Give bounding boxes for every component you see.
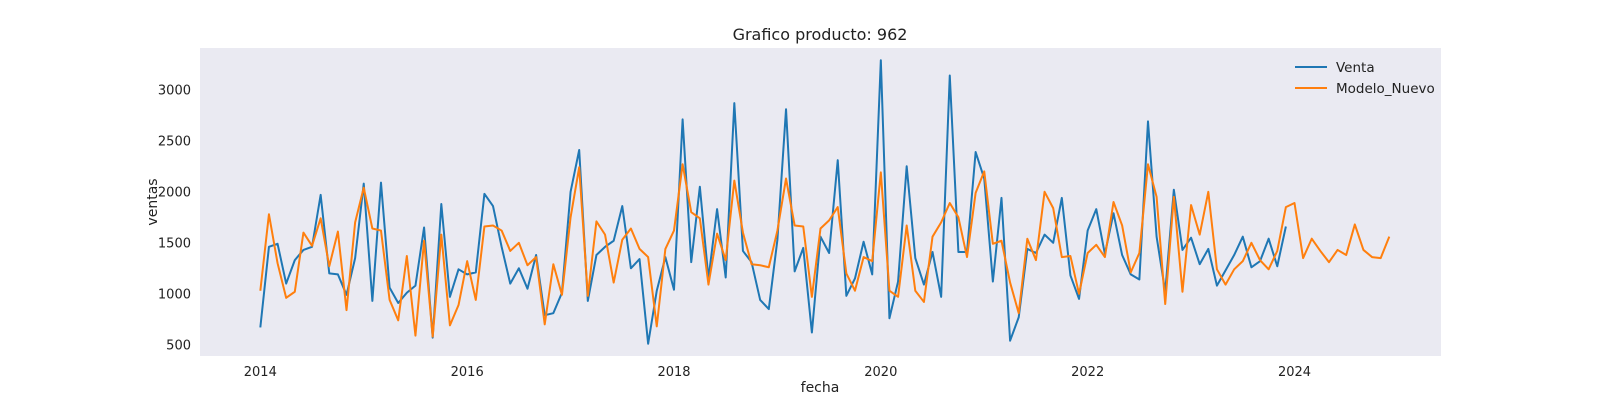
x-tick-label: 2020 <box>864 365 897 380</box>
y-tick-label: 3000 <box>158 83 191 98</box>
chart-title: Grafico producto: 962 <box>733 25 908 44</box>
legend-label-venta: Venta <box>1336 60 1375 76</box>
y-axis-ticks: 500 1000 1500 2000 2500 3000 <box>158 83 191 353</box>
plot-area <box>200 48 1441 356</box>
y-tick-label: 1000 <box>158 287 191 302</box>
x-tick-label: 2014 <box>244 365 277 380</box>
x-axis-title: fecha <box>801 380 840 396</box>
y-tick-label: 500 <box>166 338 191 353</box>
x-tick-label: 2016 <box>451 365 484 380</box>
x-tick-label: 2018 <box>657 365 690 380</box>
x-tick-label: 2022 <box>1071 365 1104 380</box>
legend: Venta Modelo_Nuevo <box>1295 60 1435 97</box>
legend-label-modelo-nuevo: Modelo_Nuevo <box>1336 81 1435 97</box>
x-tick-label: 2024 <box>1278 365 1311 380</box>
y-tick-label: 2000 <box>158 185 191 200</box>
series-line-modelo-nuevo <box>259 163 1391 338</box>
y-axis-title: ventas <box>145 178 161 225</box>
y-tick-label: 2500 <box>158 134 191 149</box>
y-tick-label: 1500 <box>158 236 191 251</box>
series-layer <box>259 59 1391 345</box>
x-axis-ticks: 2014 2016 2018 2020 2022 2024 <box>244 365 1311 380</box>
